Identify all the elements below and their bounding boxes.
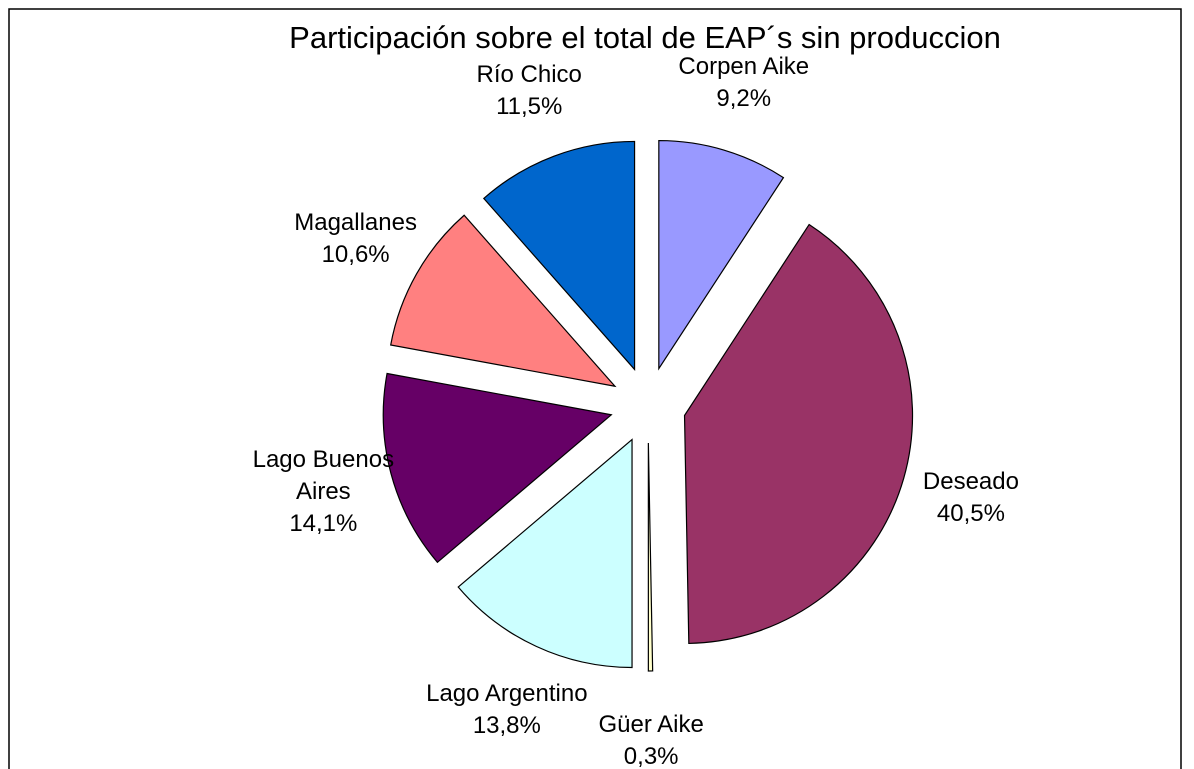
- slice-label: Corpen Aike 9,2%: [644, 51, 844, 115]
- slice-label: Magallanes 10,6%: [256, 207, 456, 271]
- slice-label: Deseado 40,5%: [871, 466, 1071, 530]
- value-label: 0,3%: [623, 742, 679, 769]
- value-label: 9,2%: [716, 84, 772, 112]
- category-label: Lago Buenos Aires: [252, 445, 395, 505]
- pie-slice: [457, 438, 633, 669]
- value-label: 40,5%: [936, 499, 1005, 527]
- pie-slice: [683, 223, 914, 645]
- slice-label: Lago Argentino 13,8%: [407, 678, 607, 742]
- category-label: Corpen Aike: [678, 52, 810, 80]
- category-label: Magallanes: [294, 209, 417, 237]
- category-label: Deseado: [922, 467, 1019, 495]
- pie-slice: [658, 139, 785, 371]
- slice-label: Güer Aike 0,3%: [551, 709, 751, 769]
- slice-label: Río Chico 11,5%: [429, 59, 629, 123]
- pie-slice: [390, 214, 617, 388]
- slice-label: Lago Buenos Aires 14,1%: [223, 444, 423, 540]
- category-label: Río Chico: [476, 60, 582, 88]
- pie-slice: [382, 372, 613, 564]
- value-label: 13,8%: [472, 711, 541, 739]
- value-label: 10,6%: [321, 241, 390, 269]
- value-label: 14,1%: [289, 509, 358, 537]
- pie-slice: [482, 140, 636, 372]
- category-label: Lago Argentino: [426, 679, 588, 707]
- pie-slice: [647, 442, 654, 672]
- chart-title: Participación sobre el total de EAP´s si…: [289, 20, 1001, 55]
- category-label: Güer Aike: [598, 710, 704, 738]
- value-label: 11,5%: [496, 92, 563, 120]
- frame: [8, 8, 1182, 769]
